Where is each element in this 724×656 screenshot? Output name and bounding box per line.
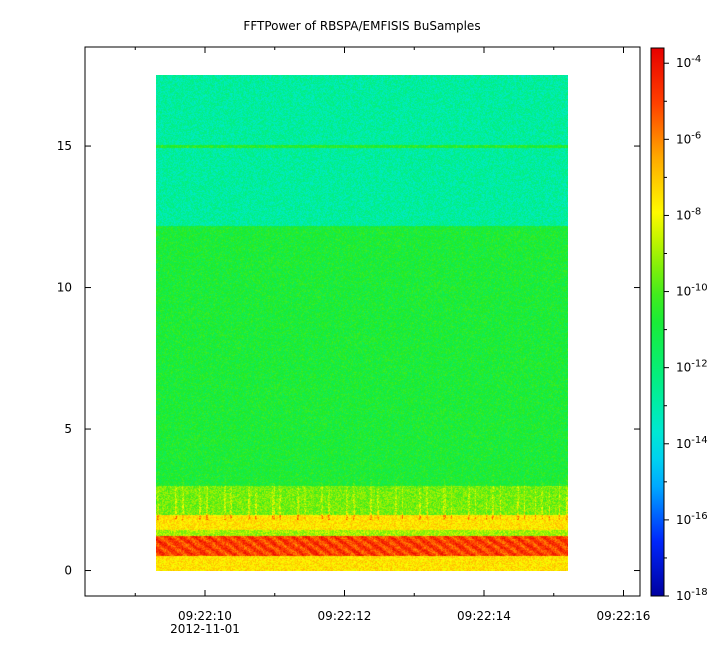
x-tick-label: 09:22:12	[318, 609, 372, 623]
colorbar-tick-label: 10-18	[676, 587, 708, 603]
colorbar-gradient	[650, 47, 665, 597]
colorbar-tick-label: 10-8	[676, 206, 701, 222]
y-tick-label: 5	[64, 422, 72, 436]
colorbar-tick-label: 10-6	[676, 130, 701, 146]
x-tick-label: 09:22:10	[178, 609, 232, 623]
plot-frame	[84, 46, 641, 597]
x-tick-date-label: 2012-11-01	[170, 622, 240, 636]
colorbar-tick-label: 10-10	[676, 283, 708, 299]
chart-title: FFTPower of RBSPA/EMFISIS BuSamples	[243, 19, 480, 33]
colorbar-tick-label: 10-16	[676, 511, 708, 527]
spectrogram-image	[156, 75, 568, 571]
spectrogram-plot-area	[156, 75, 568, 571]
colorbar: 10-4 10-6 10-8 10-10 10-12 10-14 10-16 10-18	[650, 47, 708, 603]
colorbar-tick-label: 10-4	[676, 54, 701, 70]
x-tick-label: 09:22:16	[597, 609, 651, 623]
y-tick-label: 0	[64, 564, 72, 578]
x-tick-label: 09:22:14	[457, 609, 511, 623]
y-tick-label: 15	[57, 139, 72, 153]
colorbar-tick-label: 10-14	[676, 435, 708, 451]
colorbar-tick-label: 10-12	[676, 359, 708, 375]
y-tick-label: 10	[57, 281, 72, 295]
